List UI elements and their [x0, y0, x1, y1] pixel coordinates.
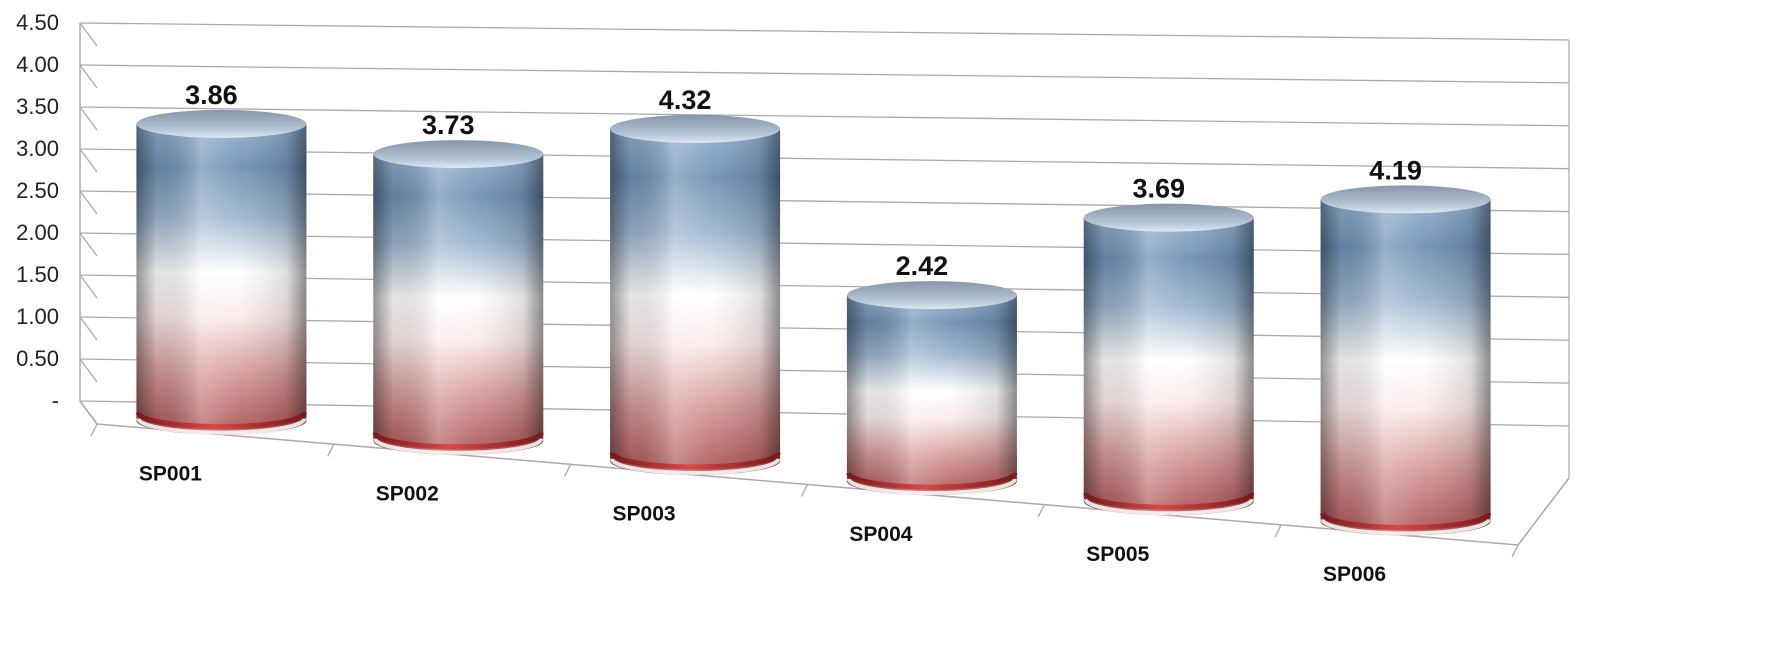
bar-SP004 [846, 281, 1018, 496]
data-label: 3.73 [422, 110, 475, 140]
y-tick-label: 4.00 [16, 52, 59, 77]
x-tick-mark [800, 484, 809, 497]
bar-cap [136, 109, 307, 138]
x-tick-mark [1037, 504, 1045, 517]
bar-cap [1083, 203, 1254, 232]
floor-right-edge [1517, 477, 1570, 546]
x-tick-label: SP006 [1323, 563, 1386, 586]
bar-shading [846, 295, 1017, 496]
data-label: 2.42 [896, 251, 949, 281]
bar-rim-highlight [1083, 498, 1254, 516]
y-tick-label: 3.00 [16, 136, 59, 161]
y-tick-label: 1.00 [16, 304, 59, 329]
gridline-side [79, 22, 98, 47]
bar-SP001 [135, 109, 307, 435]
gridline-side [79, 358, 98, 383]
y-tick-label: - [52, 388, 59, 413]
gridline [79, 22, 1570, 41]
bar-rim [1083, 492, 1255, 510]
bar-cap [1320, 185, 1491, 214]
bar-rim [1320, 512, 1492, 530]
x-tick-label: SP003 [613, 503, 676, 526]
gridline-side [79, 316, 98, 341]
gridline-side [79, 64, 98, 89]
bar-rim-highlight [610, 458, 781, 475]
data-label: 3.69 [1132, 174, 1185, 204]
labels: - 0.50 1.00 1.50 2.00 2.50 3.00 3.50 4.00 4.50 3.8… [16, 10, 1422, 586]
y-tick-label: 4.50 [16, 10, 59, 35]
x-tick-mark [564, 464, 572, 477]
bars [135, 109, 1492, 536]
data-label: 4.19 [1369, 155, 1422, 185]
x-tick-label: SP004 [849, 523, 912, 546]
y-tick-label: 3.50 [16, 94, 59, 119]
y-axis-foot [79, 400, 98, 425]
bar-SP006 [1320, 185, 1492, 536]
bar-SP003 [609, 114, 781, 475]
x-tick-mark [1274, 524, 1282, 538]
bar-cap [846, 281, 1017, 310]
x-tick-mark [327, 443, 335, 457]
bar-rim [372, 432, 544, 450]
y-tick-label: 0.50 [16, 346, 59, 371]
gridline-side [79, 148, 98, 173]
bar-shading [610, 128, 781, 475]
bar-shading [373, 154, 544, 455]
bar-cap [610, 114, 781, 143]
gridline [79, 64, 1570, 84]
bar-rim-highlight [136, 418, 307, 435]
bar-cap [373, 140, 544, 169]
x-tick-label: SP005 [1086, 543, 1149, 566]
bar-SP005 [1083, 203, 1255, 516]
gridline [79, 148, 1570, 170]
data-label: 4.32 [659, 85, 712, 115]
y-tick-label: 2.50 [16, 178, 59, 203]
axes [79, 23, 1570, 558]
x-tick-label: SP001 [139, 462, 202, 485]
bar-rim-highlight [1320, 518, 1491, 536]
bar-rim [846, 472, 1018, 490]
bar-SP002 [372, 140, 544, 455]
gridline-side [79, 190, 98, 215]
x-tick-mark [90, 423, 98, 437]
y-tick-label: 2.00 [16, 220, 59, 245]
bar-rim-highlight [846, 478, 1017, 496]
bar-shading [1083, 217, 1254, 516]
gridline [79, 106, 1570, 127]
x-tick-label: SP002 [376, 482, 439, 505]
y-tick-label: 1.50 [16, 262, 59, 287]
bar-rim-highlight [373, 438, 544, 455]
bar-shading [136, 123, 307, 435]
bar-rim [609, 452, 781, 470]
data-label: 3.86 [185, 80, 238, 110]
gridline-side [79, 232, 98, 257]
gridline-side [79, 106, 98, 131]
x-tick-mark [1511, 544, 1519, 558]
bar-shading [1320, 199, 1491, 536]
bar-rim [135, 411, 307, 430]
gridline-side [79, 274, 98, 299]
